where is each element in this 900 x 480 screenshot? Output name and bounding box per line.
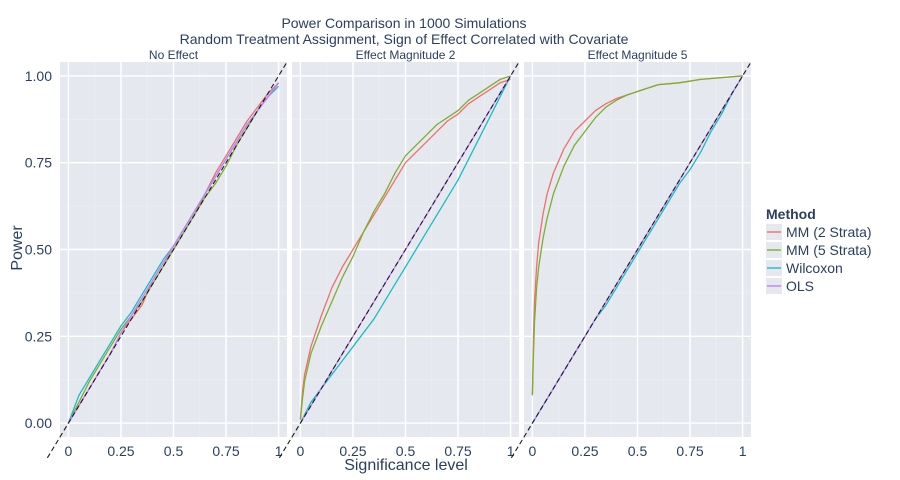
- y-tick-label: 1.00: [25, 68, 52, 84]
- series-line-wilcoxon: [299, 75, 512, 424]
- panel-title: No Effect: [149, 48, 199, 62]
- x-tick-label: 0.75: [444, 443, 471, 459]
- series-line-mm-2-strata: [299, 78, 511, 420]
- legend: Method MM (2 Strata) MM (5 Strata) Wilcoxo…: [766, 206, 872, 294]
- panel-title: Effect Magnitude 5: [588, 48, 688, 62]
- x-axis-title: Significance level: [344, 457, 468, 474]
- reference-line: [46, 61, 288, 459]
- legend-item: Wilcoxon: [766, 260, 843, 276]
- x-tick-label: 0.25: [107, 443, 134, 459]
- x-tick-label: 1: [739, 443, 747, 459]
- legend-entries: MM (2 Strata) MM (5 Strata) Wilcoxon OLS: [766, 224, 872, 294]
- y-tick-label: 0.50: [25, 242, 52, 258]
- panel-title: Effect Magnitude 2: [356, 48, 456, 62]
- y-axis-title: Power: [9, 225, 26, 271]
- x-tick-label: 1: [275, 443, 283, 459]
- facet-panel-0: No Effect 0 0.25 0.5 0.75 1: [46, 48, 288, 459]
- x-tick-label: 0: [65, 443, 73, 459]
- x-tick-label: 0.5: [164, 443, 184, 459]
- legend-label: Wilcoxon: [786, 260, 843, 276]
- legend-title: Method: [766, 206, 816, 222]
- y-tick-label: 0.00: [25, 415, 52, 431]
- series-line-mm-5-strata: [299, 75, 511, 420]
- facet-panel-1: Effect Magnitude 2 0 0.25 0.5 0.75 1: [278, 48, 520, 459]
- chart-title: Power Comparison in 1000 Simulations: [281, 15, 526, 31]
- legend-label: MM (2 Strata): [786, 224, 872, 240]
- x-tick-label: 0.5: [628, 443, 648, 459]
- x-tick-label: 0: [297, 443, 305, 459]
- x-tick-label: 1: [507, 443, 515, 459]
- reference-line: [278, 61, 520, 459]
- legend-item: MM (5 Strata): [766, 242, 872, 258]
- series-line-mm-5-strata: [531, 75, 743, 396]
- x-tick-label: 0.75: [676, 443, 703, 459]
- y-tick-label: 0.25: [25, 328, 52, 344]
- x-tick-label: 0.5: [396, 443, 416, 459]
- legend-label: MM (5 Strata): [786, 242, 872, 258]
- x-tick-label: 0.25: [339, 443, 366, 459]
- legend-item: OLS: [766, 278, 814, 294]
- reference-line: [510, 61, 752, 459]
- legend-item: MM (2 Strata): [766, 224, 872, 240]
- chart-subtitle: Random Treatment Assignment, Sign of Eff…: [180, 31, 629, 47]
- facet-panel-2: Effect Magnitude 5 0 0.25 0.5 0.75 1: [510, 48, 752, 459]
- x-tick-label: 0: [529, 443, 537, 459]
- legend-label: OLS: [786, 278, 814, 294]
- y-tick-label: 0.75: [25, 155, 52, 171]
- x-tick-label: 0.25: [571, 443, 598, 459]
- x-tick-label: 0.75: [212, 443, 239, 459]
